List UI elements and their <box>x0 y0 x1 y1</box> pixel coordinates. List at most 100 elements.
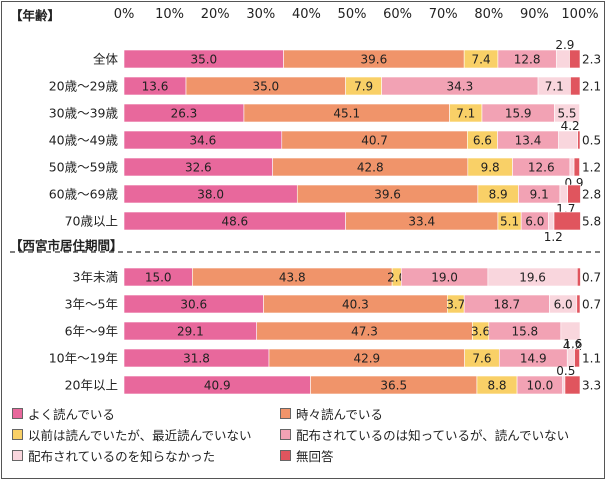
data-label: 6.0 <box>525 215 544 229</box>
bar-segment <box>567 184 581 204</box>
category-label: 6年～9年 <box>65 324 118 339</box>
legend-item-previously: 以前は読んでいたが、最近読んでいない <box>12 425 252 444</box>
legend: よく読んでいる 時々読んでいる 以前は読んでいたが、最近読んでいない 配布されて… <box>2 400 606 478</box>
category-label: 10年～19年 <box>49 351 118 366</box>
bar-segment <box>554 103 580 123</box>
data-label: 7.1 <box>456 107 475 121</box>
x-tick-label: 100% <box>561 7 598 22</box>
data-label: 40.9 <box>204 379 231 393</box>
data-label: 32.6 <box>185 161 212 175</box>
data-label: 18.7 <box>493 298 520 312</box>
data-label: 40.3 <box>342 298 369 312</box>
x-tick-label: 70% <box>429 7 458 22</box>
bar-segment <box>576 267 581 287</box>
legend-swatch-unaware <box>12 450 23 461</box>
bar-segment <box>574 348 580 368</box>
data-label: 15.8 <box>511 325 538 339</box>
data-label: 2.3 <box>582 53 601 67</box>
data-label: 33.4 <box>408 215 435 229</box>
bar-segment <box>555 49 570 69</box>
data-label: 0.5 <box>556 364 575 378</box>
data-label: 36.5 <box>380 379 407 393</box>
legend-label-no-answer: 無回答 <box>296 449 334 464</box>
data-label: 40.7 <box>361 134 388 148</box>
data-label: 10.0 <box>527 379 554 393</box>
x-tick-label: 60% <box>383 7 412 22</box>
bar-segment <box>559 184 568 204</box>
data-label: 2.1 <box>582 80 601 94</box>
data-label: 12.6 <box>528 161 555 175</box>
x-tick-label: 80% <box>474 7 503 22</box>
data-label: 1.2 <box>582 161 601 175</box>
data-label: 35.0 <box>190 53 217 67</box>
data-label: 47.3 <box>351 325 378 339</box>
legend-item-aware-not-read: 配布されているのは知っているが、読んでいない <box>280 425 569 444</box>
legend-swatch-no-answer <box>280 450 291 461</box>
legend-item-often: よく読んでいる <box>12 404 115 423</box>
data-label: 15.0 <box>145 271 172 285</box>
category-label: 全体 <box>93 52 119 67</box>
bar-segment <box>560 321 581 341</box>
data-label: 39.6 <box>361 53 388 67</box>
legend-item-sometimes: 時々読んでいる <box>280 404 383 423</box>
bar-segment <box>573 157 580 177</box>
data-label: 2.9 <box>555 38 574 52</box>
data-label: 5.8 <box>582 215 601 229</box>
group-title: 【西宮市居住期間】 <box>10 238 123 253</box>
data-label: 9.1 <box>530 188 549 202</box>
data-label: 2.8 <box>582 188 601 202</box>
data-label: 13.4 <box>515 134 542 148</box>
bar-segment <box>564 375 581 395</box>
data-label: 38.0 <box>197 188 224 202</box>
legend-swatch-sometimes <box>280 408 291 419</box>
category-label: 40歳～49歳 <box>49 133 119 148</box>
data-label: 7.9 <box>354 80 373 94</box>
data-label: 39.6 <box>374 188 401 202</box>
legend-label-sometimes: 時々読んでいる <box>296 407 383 422</box>
x-tick-label: 90% <box>520 7 549 22</box>
stacked-bar-chart: 0% 10% 20% 30% 40% 50% 60% 70% 80% 90% 100% 【年齢】全体 3… <box>10 7 601 395</box>
legend-label-previously: 以前は読んでいたが、最近読んでいない <box>28 428 252 443</box>
x-tick-label: 20% <box>201 7 230 22</box>
data-label: 34.3 <box>446 80 473 94</box>
data-label: 42.8 <box>357 161 384 175</box>
bar-segment <box>569 157 575 177</box>
category-label: 70歳以上 <box>65 214 118 229</box>
group-title: 【年齢】 <box>10 8 60 23</box>
category-label: 3年～5年 <box>65 297 118 312</box>
legend-label-often: よく読んでいる <box>28 407 115 422</box>
data-label: 8.9 <box>489 188 508 202</box>
data-label: 0.5 <box>582 134 601 148</box>
data-label: 3.7 <box>446 298 465 312</box>
data-label: 5.1 <box>500 215 519 229</box>
legend-swatch-previously <box>12 429 23 440</box>
legend-item-no-answer: 無回答 <box>280 446 334 465</box>
x-tick-label: 10% <box>155 7 184 22</box>
legend-label-aware-not-read: 配布されているのは知っているが、読んでいない <box>296 428 570 443</box>
bar-segment <box>576 294 581 314</box>
data-label: 31.8 <box>183 352 210 366</box>
bar-segment <box>553 211 581 231</box>
data-label: 19.6 <box>519 271 546 285</box>
legend-item-unaware: 配布されているのを知らなかった <box>12 446 215 465</box>
data-label: 5.5 <box>557 107 576 121</box>
data-label: 14.9 <box>520 352 547 366</box>
data-label: 1.2 <box>544 230 563 244</box>
bar-segment <box>577 130 581 150</box>
x-tick-label: 50% <box>338 7 367 22</box>
data-label: 26.3 <box>171 107 198 121</box>
data-label: 8.8 <box>487 379 506 393</box>
data-label: 43.8 <box>279 271 306 285</box>
data-label: 30.6 <box>180 298 207 312</box>
bar-segment <box>570 76 581 96</box>
data-label: 35.0 <box>252 80 279 94</box>
data-label: 34.6 <box>190 134 217 148</box>
legend-swatch-aware-not-read <box>280 429 291 440</box>
legend-swatch-often <box>12 408 23 419</box>
category-label: 20歳～29歳 <box>49 79 119 94</box>
data-label: 15.9 <box>505 107 532 121</box>
data-label: 48.6 <box>221 215 248 229</box>
bar-segment <box>558 130 579 150</box>
data-label: 0.7 <box>582 298 601 312</box>
legend-label-unaware: 配布されているのを知らなかった <box>28 449 216 464</box>
